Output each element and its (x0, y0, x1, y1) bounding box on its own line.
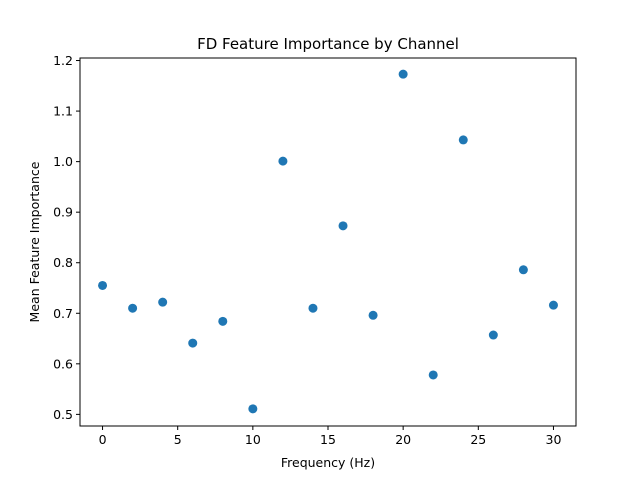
data-point (278, 156, 288, 166)
data-point (368, 310, 378, 320)
x-tick-label: 20 (395, 432, 411, 447)
data-point (188, 338, 198, 348)
y-tick-label: 1.2 (53, 53, 73, 68)
x-tick-label: 30 (546, 432, 562, 447)
data-point (458, 135, 468, 145)
x-tick-label: 0 (99, 432, 107, 447)
data-point (308, 303, 318, 313)
y-axis-label: Mean Feature Importance (27, 161, 42, 322)
data-point (428, 370, 438, 380)
data-point (488, 330, 498, 340)
x-tick-label: 5 (174, 432, 182, 447)
data-point (128, 303, 138, 313)
x-axis-label: Frequency (Hz) (281, 455, 375, 470)
y-tick-label: 0.7 (53, 306, 73, 321)
y-axis: 0.5 0.6 0.7 0.8 0.9 1.0 1.1 1.2 (53, 53, 80, 422)
chart-title: FD Feature Importance by Channel (197, 35, 459, 53)
data-point (518, 265, 528, 275)
y-tick-label: 1.1 (53, 104, 73, 119)
x-axis: 0 5 10 15 20 25 30 (99, 426, 562, 447)
data-point (98, 280, 108, 290)
data-point (158, 297, 168, 307)
x-tick-label: 15 (320, 432, 336, 447)
data-point (338, 221, 348, 231)
x-tick-label: 25 (470, 432, 486, 447)
data-point (218, 316, 228, 326)
data-point (248, 404, 258, 414)
plot-area-frame (79, 57, 577, 427)
data-point (398, 69, 408, 79)
y-tick-label: 1.0 (53, 154, 73, 169)
y-tick-label: 0.5 (53, 407, 73, 422)
y-tick-label: 0.6 (53, 356, 73, 371)
x-tick-label: 10 (245, 432, 261, 447)
data-points (98, 69, 558, 414)
data-point (548, 300, 558, 310)
y-tick-label: 0.8 (53, 255, 73, 270)
y-tick-label: 0.9 (53, 205, 73, 220)
